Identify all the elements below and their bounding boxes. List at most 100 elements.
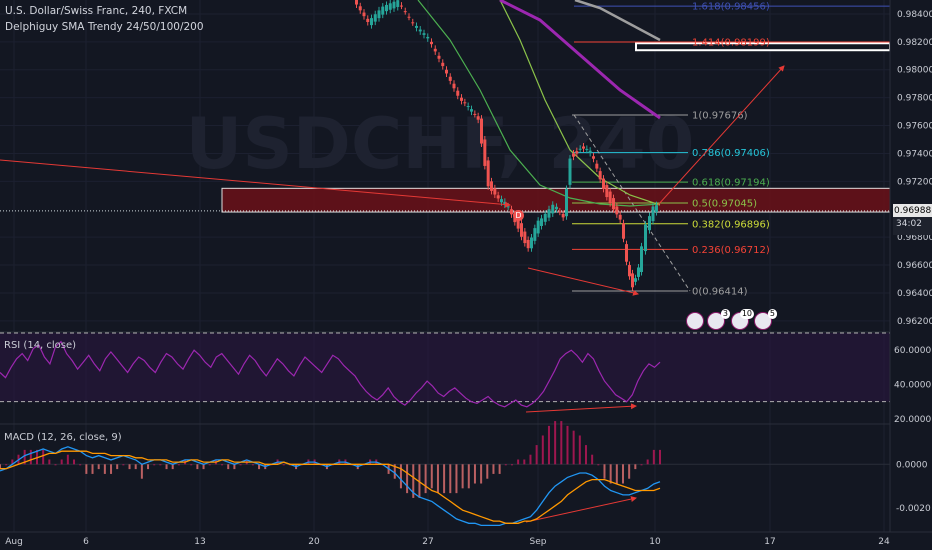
candle-body	[506, 206, 510, 208]
us-flag-event-icon[interactable]	[686, 312, 704, 330]
macd-histogram-bar	[66, 454, 69, 465]
macd-histogram-bar	[196, 464, 199, 470]
candle-body	[615, 206, 619, 215]
price-tick-label: 0.97200	[897, 177, 932, 187]
candle-body	[403, 11, 407, 13]
sma-line	[574, 0, 661, 42]
signal-line	[0, 450, 661, 524]
macd-title: MACD (12, 26, close, 9)	[4, 432, 122, 443]
fib-level-label: 0.786(0.97406)	[692, 148, 770, 159]
macd-histogram-bar	[73, 459, 76, 465]
macd-histogram-bar	[461, 464, 464, 489]
candle-body	[456, 90, 460, 96]
time-axis: Aug 6 13 20 27 Sep 10 17 24	[0, 531, 932, 547]
macd-histogram-bar	[153, 464, 156, 466]
candle-body	[418, 29, 422, 32]
macd-histogram-bar	[165, 464, 168, 470]
time-tick-label: Sep	[530, 537, 547, 547]
candle-body	[637, 267, 640, 277]
candle-body	[381, 6, 385, 15]
price-tick-label: 0.96200	[897, 317, 932, 327]
candle-body	[602, 178, 605, 189]
candle-body	[463, 102, 467, 104]
macd-histogram-bar	[36, 449, 39, 465]
rsi-pane	[0, 332, 890, 408]
sma-line	[417, 0, 661, 207]
candlesticks	[355, 0, 658, 291]
macd-tick-label: 0.0000	[896, 460, 928, 470]
us-flag-event-icon[interactable]: 5	[754, 309, 777, 330]
candle-body	[605, 185, 609, 198]
macd-histogram-bar	[517, 459, 520, 465]
candle-body	[448, 76, 452, 81]
candle-body	[578, 148, 582, 150]
dividend-marker-icon[interactable]: D	[513, 210, 524, 221]
grid-lines	[0, 0, 932, 532]
time-tick-label: 24	[878, 537, 890, 547]
macd-pane	[0, 421, 890, 527]
candle-body	[526, 239, 530, 249]
macd-histogram-bar	[473, 464, 476, 484]
macd-histogram-bar	[393, 464, 396, 479]
candle-body	[480, 118, 483, 144]
macd-histogram-bar	[535, 445, 538, 465]
candle-body	[441, 62, 445, 67]
candle-body	[523, 231, 527, 244]
candle-body	[598, 171, 602, 180]
candle-body	[608, 191, 612, 204]
candle-body	[407, 16, 411, 18]
macd-histogram-bar	[591, 454, 594, 465]
candle-body	[612, 198, 615, 210]
macd-histogram-bar	[140, 464, 143, 479]
macd-histogram-bar	[48, 459, 51, 465]
candle-body	[547, 209, 551, 218]
candle-body	[631, 273, 634, 288]
price-tick-label: 0.96800	[897, 233, 932, 243]
price-tick-label: 0.98200	[897, 38, 932, 48]
candle-body	[388, 3, 392, 10]
macd-histogram-bar	[406, 464, 409, 494]
us-flag-event-icon[interactable]: 10	[731, 309, 754, 330]
time-tick-label: 6	[83, 537, 89, 547]
fib-level-label: 0.382(0.96896)	[692, 219, 770, 230]
rsi-tick-label: 20.0000	[894, 415, 931, 425]
candle-body	[634, 278, 637, 282]
fib-level-label: 1(0.97676)	[692, 110, 748, 121]
price-tag: 0.96988 34:02	[893, 204, 932, 235]
time-tick-label: 17	[764, 537, 775, 547]
candle-body	[516, 218, 520, 229]
macd-histogram-bar	[480, 464, 483, 484]
macd-histogram-bar	[640, 464, 643, 466]
trend-arrow	[525, 496, 637, 523]
macd-histogram-bar	[424, 464, 427, 494]
macd-histogram-bar	[29, 449, 32, 465]
watermark: USDCHF, 240	[186, 103, 695, 185]
macd-histogram-bar	[258, 464, 261, 470]
candle-body	[536, 220, 540, 234]
candle-body	[575, 151, 579, 154]
macd-histogram-bar	[251, 464, 254, 466]
rsi-tick-label: 40.0000	[894, 381, 931, 391]
macd-histogram-bar	[504, 464, 507, 466]
candle-body	[551, 204, 555, 214]
macd-histogram-bar	[529, 454, 532, 465]
candle-body	[565, 188, 568, 217]
macd-histogram-bar	[42, 449, 45, 465]
macd-histogram-bar	[615, 464, 618, 484]
candle-body	[493, 188, 497, 195]
macd-histogram-bar	[498, 464, 501, 474]
macd-tick-label: -0.0020	[896, 504, 931, 514]
macd-histogram-bar	[221, 464, 224, 466]
macd-histogram-bar	[572, 430, 575, 465]
candle-body	[430, 41, 433, 45]
macd-histogram-bar	[436, 464, 439, 494]
candle-body	[582, 146, 585, 149]
macd-histogram-bar	[646, 459, 649, 465]
macd-histogram-bar	[510, 464, 513, 466]
us-flag-event-icon[interactable]: 3	[707, 309, 730, 330]
trend-arrow	[527, 267, 639, 296]
candle-body	[568, 158, 572, 185]
macd-histogram-bar	[202, 464, 205, 470]
macd-histogram-bar	[134, 464, 137, 470]
